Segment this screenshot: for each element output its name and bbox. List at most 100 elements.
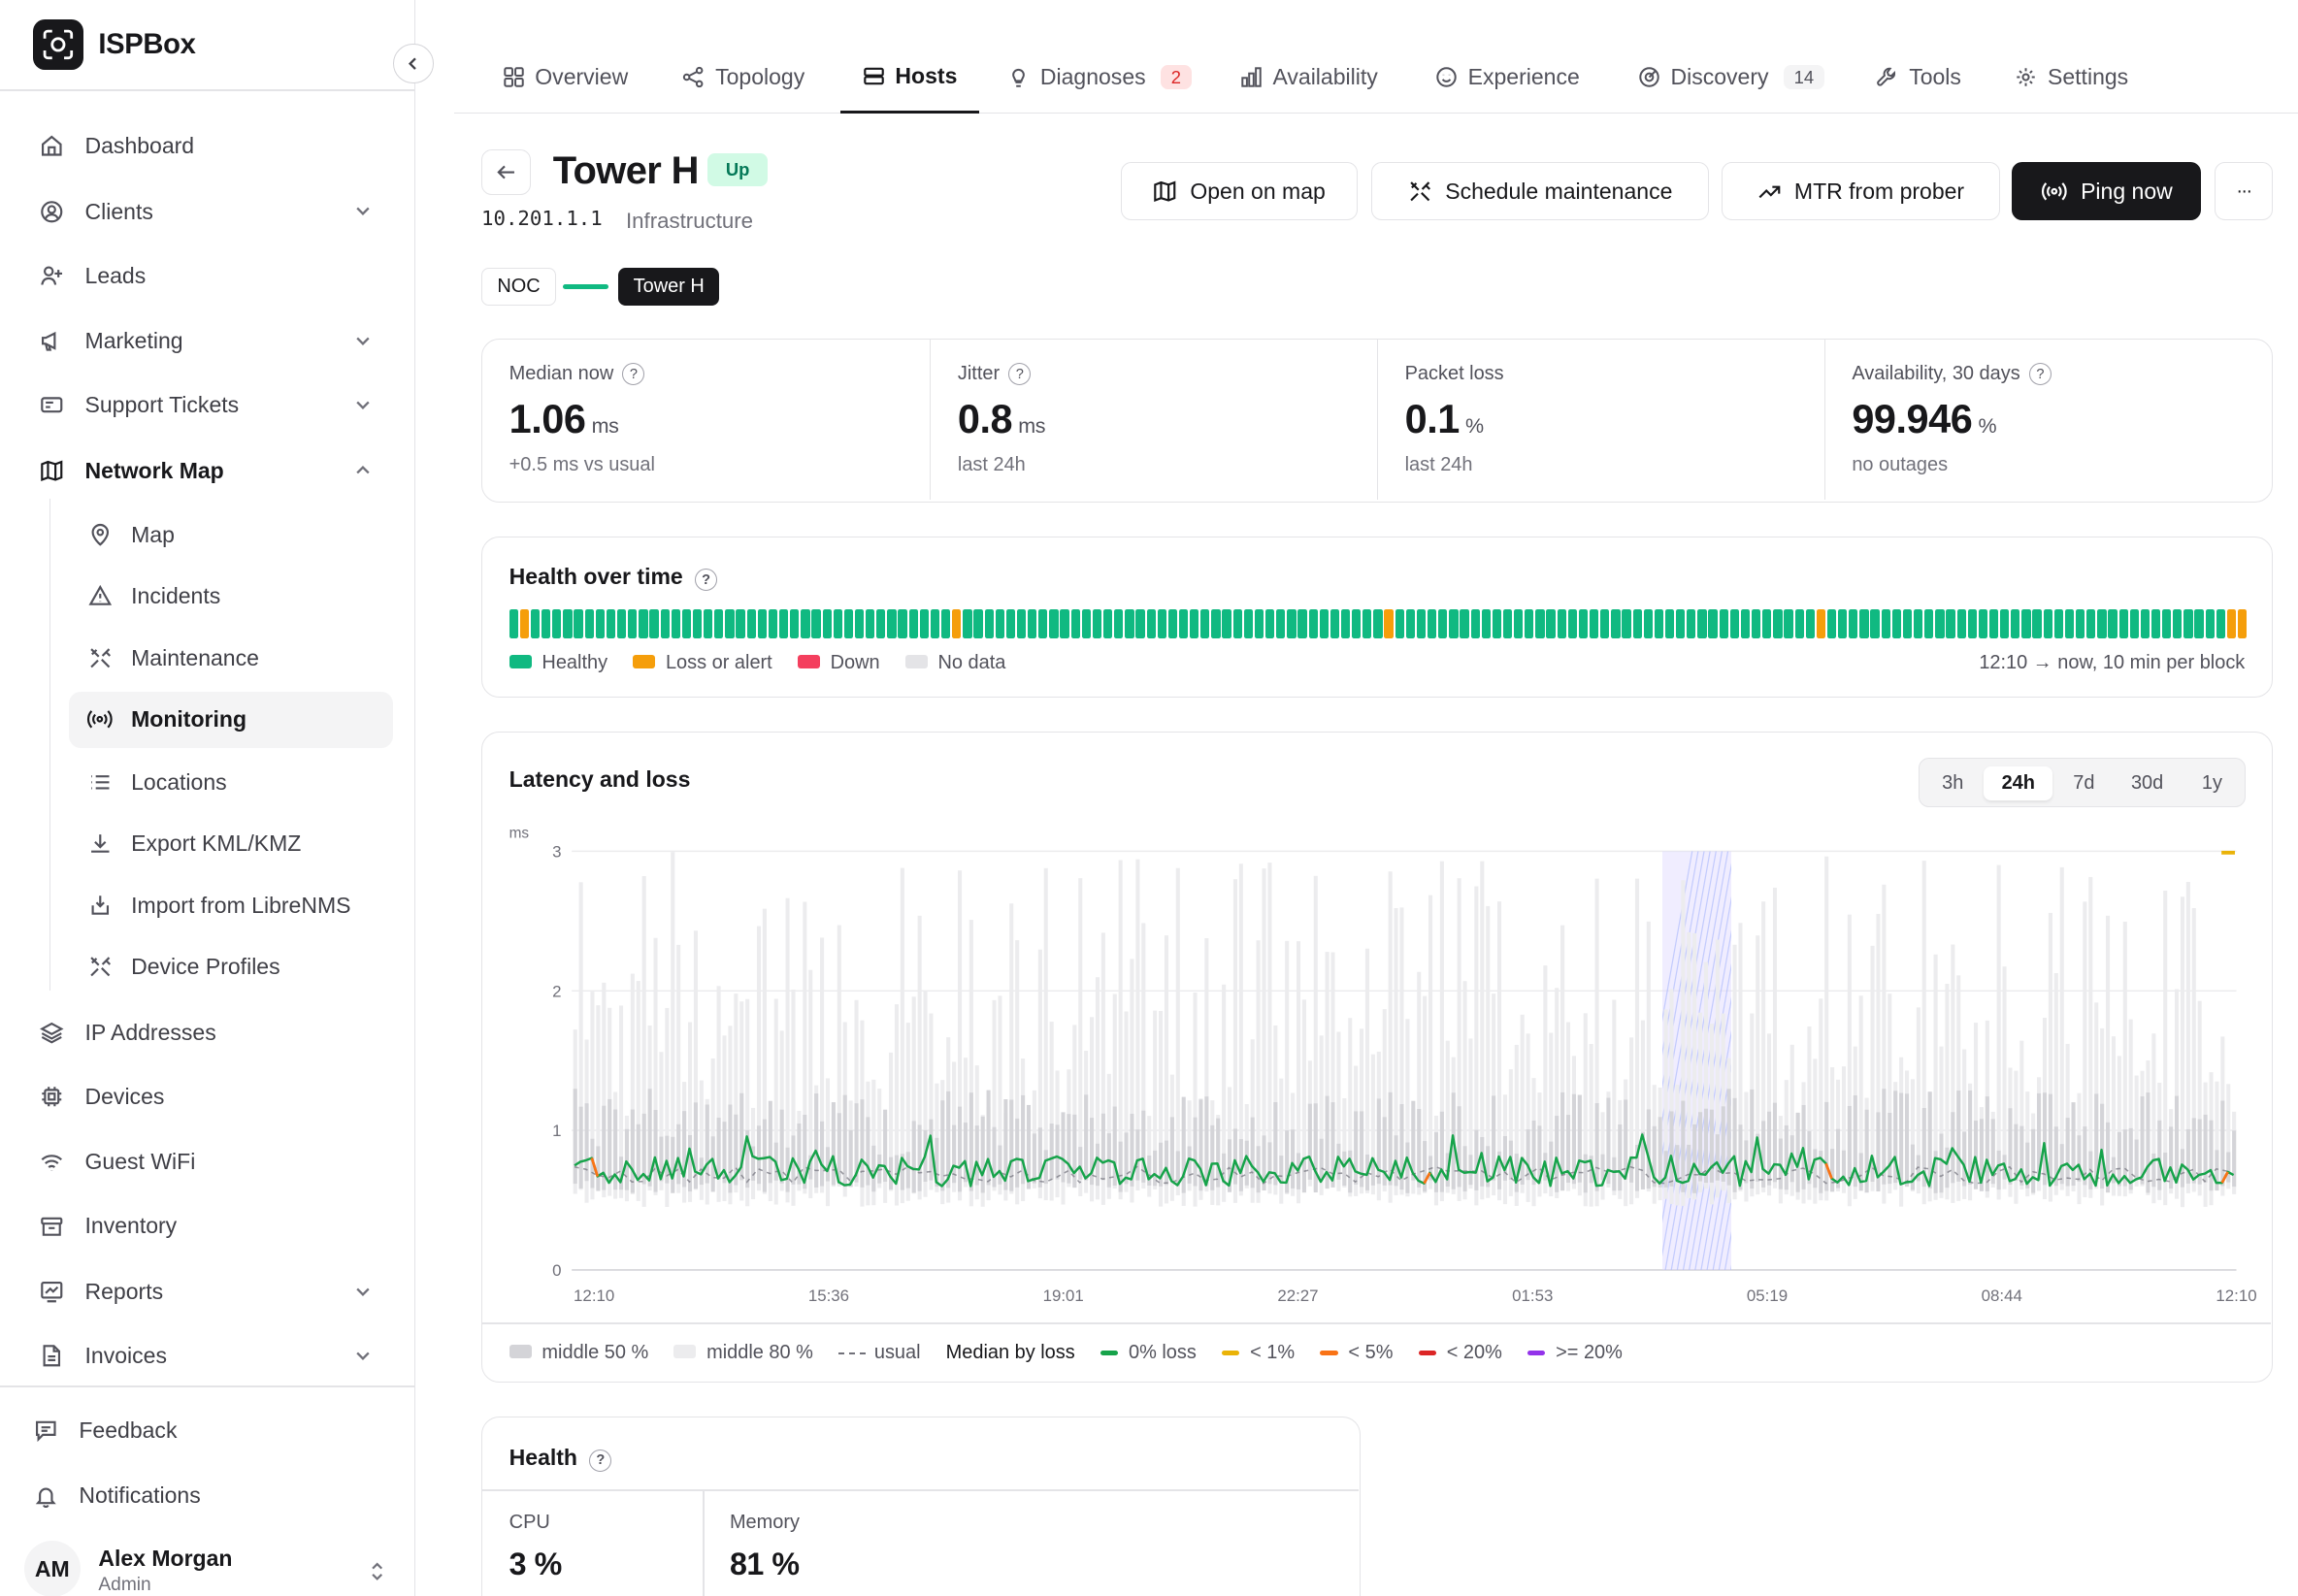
health-block-healthy[interactable] (692, 608, 703, 639)
health-block-healthy[interactable] (995, 608, 1004, 639)
nav-notifications[interactable]: Notifications (27, 1469, 385, 1522)
health-block-healthy[interactable] (1902, 608, 1913, 639)
health-block-healthy[interactable] (1081, 608, 1091, 639)
health-block-healthy[interactable] (1632, 608, 1642, 639)
health-block-healthy[interactable] (876, 608, 886, 639)
tab-tools[interactable]: Tools (1876, 42, 1961, 114)
health-block-healthy[interactable] (639, 608, 648, 639)
health-block-healthy[interactable] (1211, 608, 1221, 639)
nav-inventory[interactable]: Inventory (33, 1199, 391, 1253)
health-block-healthy[interactable] (584, 608, 594, 639)
health-block-healthy[interactable] (1092, 608, 1102, 639)
nav-marketing[interactable]: Marketing (33, 314, 391, 368)
health-block-healthy[interactable] (2043, 608, 2052, 639)
health-block-healthy[interactable] (671, 608, 680, 639)
range-30d[interactable]: 30d (2130, 771, 2164, 794)
health-block-healthy[interactable] (1913, 608, 1923, 639)
health-block-healthy[interactable] (1276, 608, 1286, 639)
tab-hosts[interactable]: Hosts (840, 42, 979, 114)
health-block-healthy[interactable] (973, 608, 983, 639)
health-block-healthy[interactable] (1135, 608, 1145, 639)
health-block-healthy[interactable] (616, 608, 627, 639)
health-block-healthy[interactable] (930, 608, 940, 639)
health-block-healthy[interactable] (1178, 608, 1189, 639)
health-block-healthy[interactable] (778, 608, 789, 639)
health-block-healthy[interactable] (628, 608, 638, 639)
health-block-healthy[interactable] (1114, 608, 1124, 639)
nav-guest-wifi[interactable]: Guest WiFi (33, 1135, 391, 1189)
more-actions-button[interactable]: ··· (2215, 162, 2273, 221)
nav-ip-addresses[interactable]: IP Addresses (33, 1006, 391, 1059)
range-7d[interactable]: 7d (2073, 771, 2095, 794)
health-block-healthy[interactable] (660, 608, 670, 639)
range-24h[interactable]: 24h (1984, 765, 2053, 801)
health-block-healthy[interactable] (595, 608, 605, 639)
health-block-healthy[interactable] (1416, 608, 1427, 639)
health-block-healthy[interactable] (1870, 608, 1880, 639)
health-block-healthy[interactable] (2173, 608, 2183, 639)
health-block-healthy[interactable] (530, 608, 541, 639)
health-block-alert[interactable] (1816, 608, 1826, 639)
health-block-healthy[interactable] (2000, 608, 2010, 639)
tab-topology[interactable]: Topology (682, 42, 804, 114)
health-block-healthy[interactable] (908, 608, 918, 639)
help-icon[interactable]: ? (589, 1449, 612, 1472)
health-block-healthy[interactable] (1028, 608, 1037, 639)
health-block-healthy[interactable] (1049, 608, 1059, 639)
health-block-healthy[interactable] (2150, 608, 2161, 639)
health-block-alert[interactable] (519, 608, 530, 639)
health-block-healthy[interactable] (1395, 608, 1404, 639)
help-icon[interactable]: ? (2028, 363, 2052, 386)
health-block-healthy[interactable] (2205, 608, 2215, 639)
health-block-healthy[interactable] (1070, 608, 1080, 639)
health-block-healthy[interactable] (1687, 608, 1696, 639)
open-on-map-button[interactable]: Open on map (1120, 162, 1358, 221)
health-block-healthy[interactable] (2011, 608, 2020, 639)
brand[interactable]: ISPBox (32, 18, 196, 71)
health-block-healthy[interactable] (1222, 608, 1231, 639)
health-block-healthy[interactable] (1946, 608, 1955, 639)
health-block-healthy[interactable] (1340, 608, 1351, 639)
sub-item-incidents[interactable]: Incidents (69, 568, 394, 624)
nav-feedback[interactable]: Feedback (27, 1404, 385, 1457)
health-block-healthy[interactable] (1773, 608, 1783, 639)
health-block-healthy[interactable] (1525, 608, 1534, 639)
health-block-healthy[interactable] (1838, 608, 1848, 639)
tab-discovery[interactable]: Discovery 14 (1638, 42, 1824, 114)
health-block-healthy[interactable] (2118, 608, 2128, 639)
health-block-healthy[interactable] (1600, 608, 1610, 639)
health-block-healthy[interactable] (940, 608, 951, 639)
health-block-healthy[interactable] (1622, 608, 1631, 639)
health-block-healthy[interactable] (1935, 608, 1945, 639)
health-block-healthy[interactable] (801, 608, 810, 639)
health-block-healthy[interactable] (963, 608, 972, 639)
health-block-healthy[interactable] (1664, 608, 1675, 639)
health-block-healthy[interactable] (1794, 608, 1804, 639)
health-block-healthy[interactable] (1578, 608, 1589, 639)
collapse-sidebar-button[interactable] (393, 43, 434, 83)
health-block-healthy[interactable] (704, 608, 713, 639)
health-block-healthy[interactable] (843, 608, 854, 639)
sub-item-locations[interactable]: Locations (69, 754, 394, 810)
tab-diagnoses[interactable]: Diagnoses 2 (1007, 42, 1192, 114)
health-block-healthy[interactable] (2075, 608, 2085, 639)
back-button[interactable] (481, 148, 531, 196)
health-block-healthy[interactable] (1016, 608, 1027, 639)
health-block-healthy[interactable] (606, 608, 616, 639)
health-block-healthy[interactable] (1264, 608, 1275, 639)
health-block-healthy[interactable] (1751, 608, 1761, 639)
health-block-healthy[interactable] (1200, 608, 1210, 639)
sub-item-device-profiles[interactable]: Device Profiles (69, 938, 394, 994)
nav-clients[interactable]: Clients (33, 184, 391, 238)
health-block-healthy[interactable] (2140, 608, 2150, 639)
health-block-healthy[interactable] (1654, 608, 1664, 639)
health-block-healthy[interactable] (1535, 608, 1545, 639)
health-block-healthy[interactable] (1859, 608, 1869, 639)
health-block-healthy[interactable] (984, 608, 994, 639)
health-block-healthy[interactable] (1546, 608, 1556, 639)
health-block-healthy[interactable] (1891, 608, 1901, 639)
nav-dashboard[interactable]: Dashboard (33, 119, 391, 173)
health-block-healthy[interactable] (1784, 608, 1793, 639)
health-block-healthy[interactable] (1643, 608, 1653, 639)
health-block-healthy[interactable] (1167, 608, 1178, 639)
